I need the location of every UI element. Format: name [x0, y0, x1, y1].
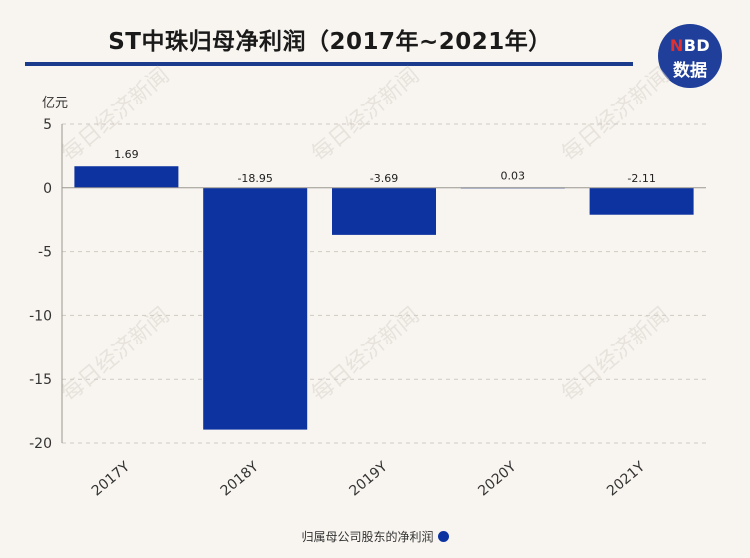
bar-value-label: 1.69 [114, 148, 139, 161]
y-tick-label: -10 [29, 308, 52, 324]
logo-sub: 数据 [673, 61, 707, 81]
x-tick-label: 2020Y [475, 459, 519, 500]
x-tick-label: 2021Y [604, 459, 648, 500]
bar-value-label: -2.11 [627, 172, 655, 185]
bars-layer: 1.69 -18.95 -3.69 0.03 -2.11 [74, 148, 694, 430]
watermark-text: 每日经济新闻 [557, 303, 674, 407]
y-tick-label: 0 [43, 181, 52, 197]
y-axis-unit: 亿元 [42, 96, 68, 111]
x-tick-label: 2017Y [89, 459, 133, 500]
watermark-text: 每日经济新闻 [557, 63, 674, 167]
grid-lines [62, 123, 706, 444]
legend-label: 归属母公司股东的净利润 [301, 530, 434, 544]
y-tick-label: -5 [38, 245, 52, 261]
watermark-text: 每日经济新闻 [57, 303, 174, 407]
bar-value-label: 0.03 [501, 169, 526, 182]
y-tick-label: -20 [29, 436, 52, 452]
chart-title: ST中珠归母净利润（2017年~2021年） [108, 29, 552, 55]
x-tick-label: 2019Y [346, 459, 390, 500]
bar [332, 187, 436, 235]
y-tick-label: -15 [29, 372, 52, 388]
bar-value-label: -18.95 [237, 172, 272, 185]
legend: 归属母公司股东的净利润 [0, 528, 750, 545]
bar-value-label: -3.69 [370, 172, 398, 185]
bar [589, 187, 694, 215]
title-underline [25, 62, 633, 66]
y-tick-label: 5 [43, 117, 52, 133]
watermark-text: 每日经济新闻 [307, 63, 424, 167]
nbd-logo: NBD 数据 [658, 24, 722, 88]
legend-swatch [437, 531, 449, 542]
bar [74, 166, 179, 188]
x-tick-label: 2018Y [218, 459, 262, 500]
logo-brand: NBD [658, 36, 722, 55]
logo-brand-n: N [669, 36, 684, 55]
bar [203, 187, 308, 430]
logo-brand-bd: BD [683, 36, 711, 55]
watermark-text: 每日经济新闻 [307, 303, 424, 407]
